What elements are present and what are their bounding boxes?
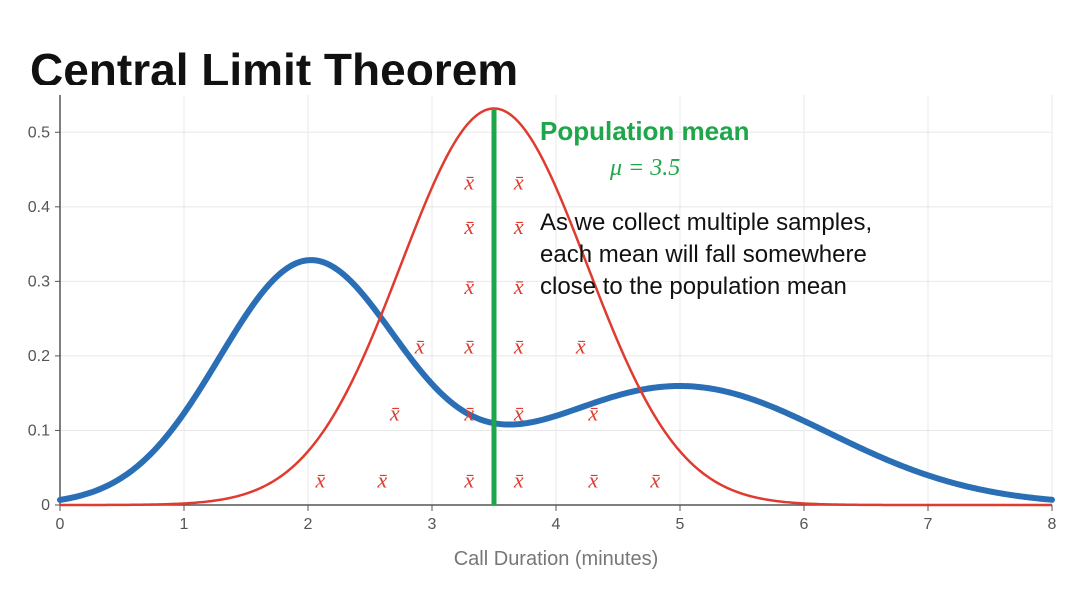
xbar-symbol: x̄ [463, 214, 474, 239]
clt-chart: x̄ x̄ x̄ x̄ x̄ x̄ x̄ x̄ x̄ x̄ x̄ x̄ x̄ x̄ x̄ x̄ x̄ x̄ x̄ x̄… [10, 85, 1062, 585]
xbar-symbol: x̄ [587, 468, 598, 493]
explanation-line: each mean will fall somewhere [540, 241, 867, 268]
x-tick-label: 8 [1048, 516, 1057, 533]
chart-bg [10, 85, 1062, 585]
xbar-symbol: x̄ [463, 274, 474, 299]
xbar-symbol: x̄ [649, 468, 660, 493]
x-tick-label: 4 [552, 516, 561, 533]
x-tick-label: 1 [180, 516, 189, 533]
xbar-symbol: x̄ [513, 334, 524, 359]
x-tick-label: 2 [304, 516, 313, 533]
x-tick-label: 7 [924, 516, 933, 533]
explanation-line: As we collect multiple samples, [540, 209, 872, 236]
xbar-symbol: x̄ [513, 468, 524, 493]
y-tick-label: 0.1 [28, 422, 50, 439]
population-mean-formula: μ = 3.5 [609, 155, 680, 181]
x-tick-label: 6 [800, 516, 809, 533]
x-tick-label: 3 [428, 516, 437, 533]
population-mean-label: Population mean [540, 116, 749, 146]
xbar-symbol: x̄ [513, 170, 524, 195]
xbar-symbol: x̄ [414, 334, 425, 359]
x-tick-label: 5 [676, 516, 685, 533]
explanation-line: close to the population mean [540, 273, 847, 300]
xbar-symbol: x̄ [315, 468, 326, 493]
y-tick-label: 0.3 [28, 273, 50, 290]
xbar-symbol: x̄ [463, 334, 474, 359]
xbar-symbol: x̄ [463, 468, 474, 493]
x-tick-label: 0 [56, 516, 65, 533]
xbar-symbol: x̄ [513, 274, 524, 299]
xbar-symbol: x̄ [513, 401, 524, 426]
y-tick-label: 0.4 [28, 199, 50, 216]
xbar-symbol: x̄ [377, 468, 388, 493]
xbar-symbol: x̄ [587, 401, 598, 426]
xbar-symbol: x̄ [575, 334, 586, 359]
y-tick-label: 0.2 [28, 348, 50, 365]
x-axis-label: Call Duration (minutes) [454, 548, 659, 570]
chart-svg: x̄ x̄ x̄ x̄ x̄ x̄ x̄ x̄ x̄ x̄ x̄ x̄ x̄ x̄ x̄ x̄ x̄ x̄ x̄ x̄… [10, 85, 1062, 585]
xbar-symbol: x̄ [513, 214, 524, 239]
y-tick-label: 0 [41, 497, 50, 514]
y-tick-label: 0.5 [28, 124, 50, 141]
xbar-symbol: x̄ [463, 170, 474, 195]
xbar-symbol: x̄ [463, 401, 474, 426]
xbar-symbol: x̄ [389, 401, 400, 426]
